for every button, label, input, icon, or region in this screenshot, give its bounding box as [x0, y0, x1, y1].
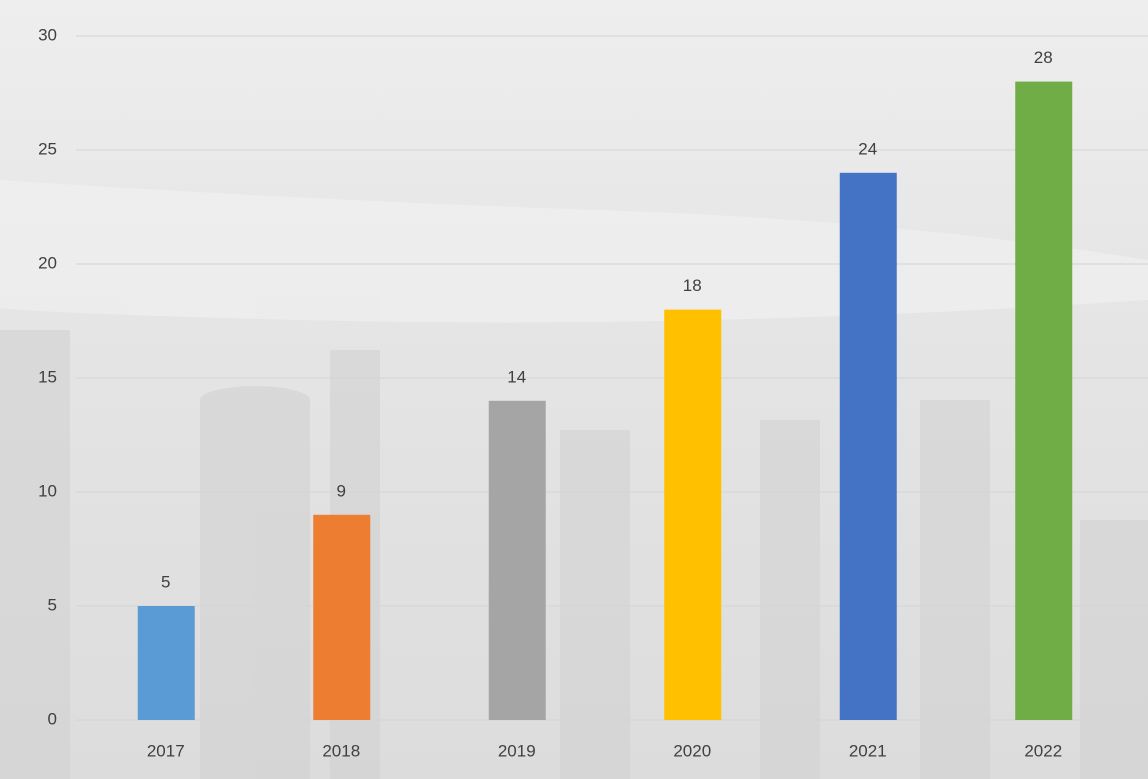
y-tick-label: 30 [38, 25, 57, 44]
y-tick-label: 0 [48, 709, 57, 728]
x-tick-label: 2022 [1024, 741, 1062, 760]
data-label: 24 [858, 139, 877, 158]
data-label: 5 [161, 572, 170, 591]
bar [1015, 82, 1072, 720]
y-tick-label: 20 [38, 253, 57, 272]
data-label: 9 [337, 481, 346, 500]
y-tick-label: 10 [38, 481, 57, 500]
bar [138, 606, 195, 720]
x-tick-label: 2021 [849, 741, 887, 760]
bar [313, 515, 370, 720]
y-tick-label: 5 [48, 595, 57, 614]
chart: 0 5 10 15 20 25 30 5 2017 9 2018 14 2019 18 2020 24 2021… [0, 0, 1148, 779]
data-label: 18 [683, 276, 702, 295]
bar [840, 173, 897, 720]
y-tick-label: 15 [38, 367, 57, 386]
data-label: 14 [507, 367, 526, 386]
bar [489, 401, 546, 720]
x-tick-label: 2017 [147, 741, 185, 760]
x-tick-label: 2018 [322, 741, 360, 760]
bar [664, 310, 721, 720]
x-tick-label: 2019 [498, 741, 536, 760]
page: {"chart_data": {"type": "bar", "categori… [0, 0, 1148, 779]
y-tick-label: 25 [38, 139, 57, 158]
x-tick-label: 2020 [673, 741, 711, 760]
data-label: 28 [1034, 48, 1053, 67]
